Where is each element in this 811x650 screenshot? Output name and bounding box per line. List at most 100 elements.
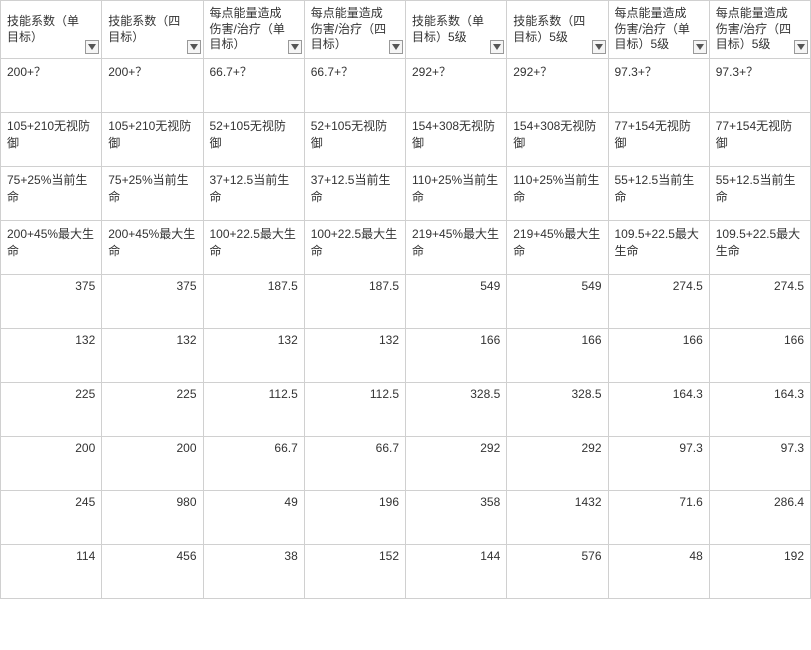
table-cell: 200+45%最大生命 <box>1 221 102 275</box>
table-cell: 132 <box>1 329 102 383</box>
table-row: 20020066.766.729229297.397.3 <box>1 437 811 491</box>
table-cell: 97.3 <box>709 437 810 491</box>
table-cell: 38 <box>203 545 304 599</box>
table-cell: 75+25%当前生命 <box>102 167 203 221</box>
table-body: 200+？200+？66.7+？66.7+？292+？292+？97.3+？97… <box>1 59 811 599</box>
table-cell: 97.3+？ <box>709 59 810 113</box>
table-cell: 292+？ <box>507 59 608 113</box>
filter-dropdown-button[interactable] <box>693 40 707 54</box>
column-header-label: 每点能量造成伤害/治疗（四目标）5级 <box>716 6 792 53</box>
table-row: 75+25%当前生命75+25%当前生命37+12.5当前生命37+12.5当前… <box>1 167 811 221</box>
column-header: 技能系数（四目标）5级 <box>507 1 608 59</box>
column-header-label: 技能系数（单目标）5级 <box>412 14 488 45</box>
table-cell: 77+154无视防御 <box>608 113 709 167</box>
column-header-label: 每点能量造成伤害/治疗（四目标） <box>311 6 387 53</box>
table-cell: 105+210无视防御 <box>102 113 203 167</box>
table-cell: 100+22.5最大生命 <box>203 221 304 275</box>
table-cell: 154+308无视防御 <box>507 113 608 167</box>
table-cell: 100+22.5最大生命 <box>304 221 405 275</box>
header-row: 技能系数（单目标）技能系数（四目标）每点能量造成伤害/治疗（单目标）每点能量造成… <box>1 1 811 59</box>
table-cell: 274.5 <box>608 275 709 329</box>
table-cell: 576 <box>507 545 608 599</box>
table-cell: 112.5 <box>304 383 405 437</box>
table-cell: 66.7 <box>304 437 405 491</box>
table-cell: 200+45%最大生命 <box>102 221 203 275</box>
data-table: 技能系数（单目标）技能系数（四目标）每点能量造成伤害/治疗（单目标）每点能量造成… <box>0 0 811 599</box>
table-cell: 225 <box>102 383 203 437</box>
table-cell: 152 <box>304 545 405 599</box>
table-cell: 114 <box>1 545 102 599</box>
table-row: 24598049196358143271.6286.4 <box>1 491 811 545</box>
filter-dropdown-button[interactable] <box>592 40 606 54</box>
table-cell: 164.3 <box>608 383 709 437</box>
filter-dropdown-button[interactable] <box>490 40 504 54</box>
table-cell: 196 <box>304 491 405 545</box>
table-cell: 132 <box>304 329 405 383</box>
table-cell: 328.5 <box>406 383 507 437</box>
filter-dropdown-button[interactable] <box>794 40 808 54</box>
table-cell: 225 <box>1 383 102 437</box>
table-cell: 219+45%最大生命 <box>406 221 507 275</box>
table-cell: 292 <box>406 437 507 491</box>
table-row: 200+？200+？66.7+？66.7+？292+？292+？97.3+？97… <box>1 59 811 113</box>
table-cell: 154+308无视防御 <box>406 113 507 167</box>
table-cell: 66.7 <box>203 437 304 491</box>
table-cell: 980 <box>102 491 203 545</box>
table-cell: 66.7+？ <box>304 59 405 113</box>
table-cell: 66.7+？ <box>203 59 304 113</box>
column-header: 技能系数（单目标） <box>1 1 102 59</box>
table-cell: 200 <box>1 437 102 491</box>
table-row: 1144563815214457648192 <box>1 545 811 599</box>
column-header-label: 技能系数（四目标）5级 <box>513 14 589 45</box>
table-row: 132132132132166166166166 <box>1 329 811 383</box>
table-cell: 164.3 <box>709 383 810 437</box>
table-cell: 219+45%最大生命 <box>507 221 608 275</box>
column-header: 每点能量造成伤害/治疗（四目标） <box>304 1 405 59</box>
table-cell: 549 <box>507 275 608 329</box>
table-cell: 132 <box>203 329 304 383</box>
table-cell: 358 <box>406 491 507 545</box>
table-cell: 37+12.5当前生命 <box>203 167 304 221</box>
table-cell: 200+？ <box>1 59 102 113</box>
table-cell: 375 <box>102 275 203 329</box>
column-header: 技能系数（单目标）5级 <box>406 1 507 59</box>
table-cell: 52+105无视防御 <box>203 113 304 167</box>
column-header: 每点能量造成伤害/治疗（单目标）5级 <box>608 1 709 59</box>
table-cell: 456 <box>102 545 203 599</box>
table-cell: 52+105无视防御 <box>304 113 405 167</box>
table-cell: 49 <box>203 491 304 545</box>
table-cell: 292 <box>507 437 608 491</box>
table-cell: 166 <box>406 329 507 383</box>
table-cell: 200+？ <box>102 59 203 113</box>
table-cell: 110+25%当前生命 <box>507 167 608 221</box>
table-cell: 37+12.5当前生命 <box>304 167 405 221</box>
filter-dropdown-button[interactable] <box>85 40 99 54</box>
column-header-label: 每点能量造成伤害/治疗（单目标）5级 <box>615 6 691 53</box>
table-cell: 97.3 <box>608 437 709 491</box>
table-cell: 292+？ <box>406 59 507 113</box>
table-cell: 166 <box>709 329 810 383</box>
table-cell: 166 <box>507 329 608 383</box>
column-header: 技能系数（四目标） <box>102 1 203 59</box>
table-row: 375375187.5187.5549549274.5274.5 <box>1 275 811 329</box>
table-cell: 549 <box>406 275 507 329</box>
table-cell: 71.6 <box>608 491 709 545</box>
filter-dropdown-button[interactable] <box>389 40 403 54</box>
table-cell: 144 <box>406 545 507 599</box>
table-cell: 112.5 <box>203 383 304 437</box>
table-cell: 187.5 <box>203 275 304 329</box>
table-cell: 110+25%当前生命 <box>406 167 507 221</box>
filter-dropdown-button[interactable] <box>288 40 302 54</box>
table-row: 200+45%最大生命200+45%最大生命100+22.5最大生命100+22… <box>1 221 811 275</box>
filter-dropdown-button[interactable] <box>187 40 201 54</box>
table-cell: 274.5 <box>709 275 810 329</box>
table-cell: 166 <box>608 329 709 383</box>
table-cell: 245 <box>1 491 102 545</box>
table-cell: 375 <box>1 275 102 329</box>
table-cell: 187.5 <box>304 275 405 329</box>
table-cell: 328.5 <box>507 383 608 437</box>
table-cell: 48 <box>608 545 709 599</box>
table-cell: 132 <box>102 329 203 383</box>
column-header: 每点能量造成伤害/治疗（四目标）5级 <box>709 1 810 59</box>
table-row: 225225112.5112.5328.5328.5164.3164.3 <box>1 383 811 437</box>
